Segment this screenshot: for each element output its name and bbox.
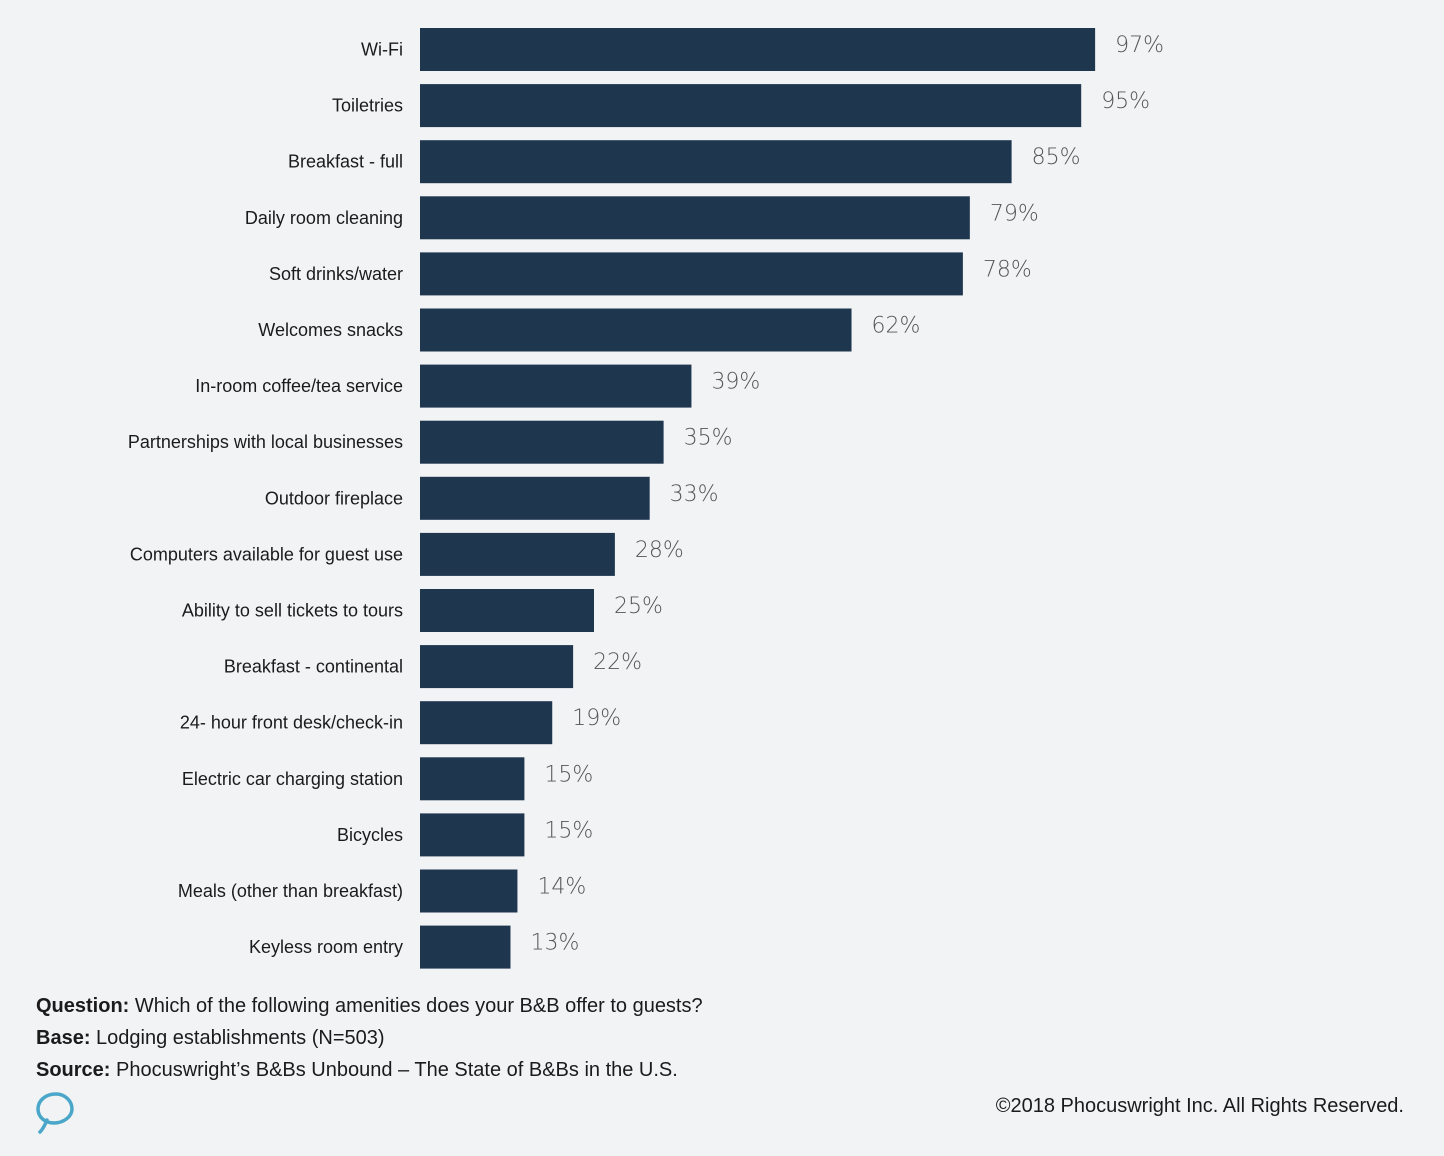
bar [420,308,852,352]
value-label: 19% [572,706,621,731]
bar [420,252,963,296]
category-label: Daily room cleaning [245,208,403,228]
value-label: 28% [635,538,684,563]
bar [420,925,511,969]
base-text: Lodging establishments (N=503) [90,1027,385,1049]
bar [420,420,664,464]
category-label: Meals (other than breakfast) [178,881,403,901]
bar [420,84,1082,128]
value-label: 13% [530,931,579,956]
value-label: 85% [1032,145,1081,170]
phocuswright-logo-icon [36,1092,74,1134]
value-label: 95% [1101,89,1150,114]
question-label: Question: [36,995,130,1017]
bar [420,701,553,745]
category-label: Ability to sell tickets to tours [182,601,403,621]
category-label: Welcomes snacks [258,320,403,340]
value-label: 15% [544,762,593,787]
value-label: 22% [593,650,642,675]
source-label: Source: [36,1059,111,1081]
value-label: 33% [670,482,719,507]
bar [420,757,525,801]
value-label: 14% [537,875,586,900]
category-label: Soft drinks/water [269,264,403,284]
value-label: 15% [544,818,593,843]
copyright-text: ©2018 Phocuswright Inc. All Rights Reser… [995,1095,1404,1117]
bar [420,869,518,913]
value-label: 25% [614,594,663,619]
category-label: Breakfast - full [288,152,403,172]
bar-chart: Wi-Fi 97% Toiletries 95% Breakfast - full 85%… [128,28,1164,969]
category-label: 24- hour front desk/check-in [180,713,403,733]
bar [420,476,650,520]
base-line: Base: Lodging establishments (N=503) [36,1022,703,1054]
bar [420,589,594,632]
question-text: Which of the following amenities does yo… [129,995,703,1017]
value-label: 39% [711,370,760,395]
category-label: Keyless room entry [249,937,403,957]
chart-notes: Question: Which of the following ameniti… [36,990,703,1086]
category-label: In-room coffee/tea service [195,376,403,396]
category-label: Breakfast - continental [224,657,403,677]
bar [420,196,970,240]
bar [420,140,1012,184]
value-label: 79% [990,201,1039,226]
bar [420,28,1096,71]
source-text: Phocuswright’s B&Bs Unbound – The State … [110,1059,678,1081]
source-line: Source: Phocuswright’s B&Bs Unbound – Th… [36,1054,703,1086]
category-label: Wi-Fi [361,40,403,60]
category-label: Electric car charging station [182,769,403,789]
bar [420,364,692,408]
bar [420,645,574,689]
value-label: 97% [1115,33,1164,58]
value-label: 62% [872,314,921,339]
bar [420,532,615,576]
category-label: Outdoor fireplace [265,488,403,508]
value-label: 78% [983,257,1032,282]
base-label: Base: [36,1027,91,1049]
bar [420,813,525,857]
category-label: Toiletries [332,96,403,116]
category-label: Partnerships with local businesses [128,432,403,452]
category-label: Bicycles [337,825,403,845]
value-label: 35% [684,426,733,451]
category-label: Computers available for guest use [130,544,403,564]
question-line: Question: Which of the following ameniti… [36,990,703,1022]
